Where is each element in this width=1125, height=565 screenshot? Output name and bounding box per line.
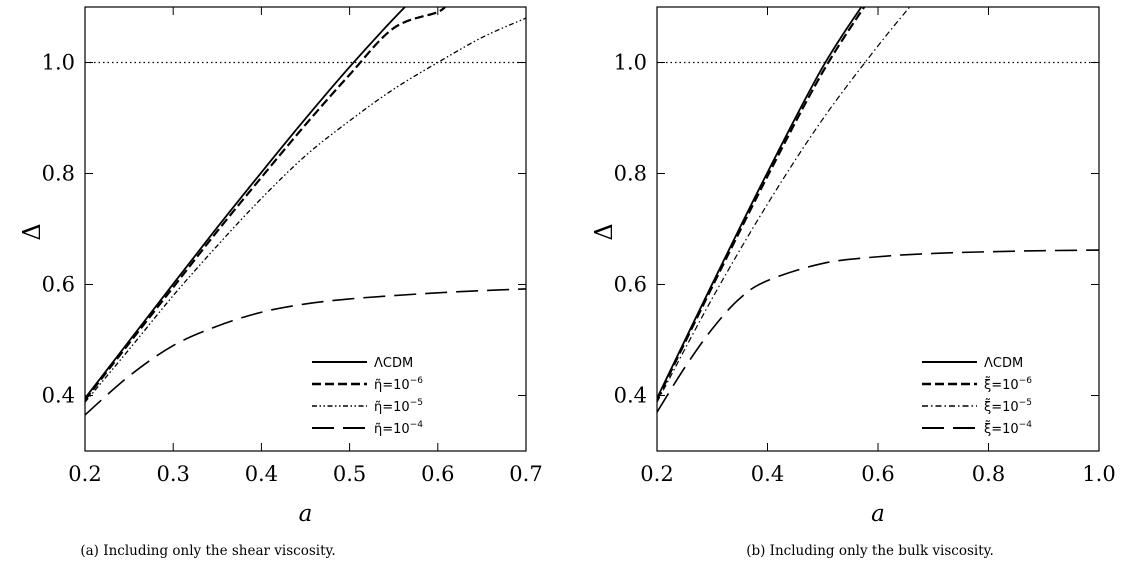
panel-b-bulk-viscosity: 0.2 0.4 0.6 0.8 1.0 0.4 0.6 0.8 1.0 a Δ ΛCDM ξ̃=10−6…	[590, 6, 1116, 559]
series-group	[85, 7, 526, 416]
series-line-0	[657, 7, 863, 399]
panel-a-shear-viscosity: 0.2 0.3 0.4 0.5 0.6 0.7 0.4 0.6 0.8 1.0 a Δ ΛCDM η̃=1…	[18, 6, 543, 559]
x-axis-label: a	[299, 501, 313, 527]
figure-caption: (a) Including only the shear viscosity.	[80, 543, 335, 559]
x-tick-label: 0.3	[156, 462, 189, 486]
x-tick-label: 0.2	[68, 462, 101, 486]
series-line-3	[85, 288, 526, 416]
x-tick-label: 0.8	[972, 462, 1005, 486]
legend-label-3: η̃=10−4	[374, 420, 423, 437]
y-tick-label: 0.8	[614, 162, 647, 186]
legend-label-1: ξ̃=10−6	[984, 376, 1032, 393]
legend: ΛCDM ξ̃=10−6 ξ̃=10−5 ξ̃=10−4	[922, 356, 1032, 437]
legend-label-1: η̃=10−6	[374, 376, 423, 393]
y-tick-label: 0.6	[42, 273, 75, 297]
x-tick-label: 0.6	[421, 462, 454, 486]
x-tick-label: 0.5	[333, 462, 366, 486]
y-tick-label: 1.0	[42, 51, 75, 75]
series-line-1	[657, 7, 866, 401]
series-line-2	[657, 7, 911, 403]
series-line-1	[85, 7, 447, 401]
series-group	[657, 7, 1099, 413]
x-tick-label: 1.0	[1082, 462, 1115, 486]
y-tick-label: 0.8	[42, 162, 75, 186]
plot-frame	[84, 6, 527, 452]
legend: ΛCDM η̃=10−6 η̃=10−5 η̃=10−4	[312, 356, 423, 437]
x-tick-label: 0.6	[861, 462, 894, 486]
figure-caption: (b) Including only the bulk viscosity.	[746, 543, 994, 559]
legend-label-0: ΛCDM	[984, 356, 1023, 371]
x-tick-label: 0.7	[509, 462, 542, 486]
series-line-2	[85, 17, 526, 403]
y-tick-label: 0.4	[42, 384, 75, 408]
x-tick-label: 0.4	[751, 462, 784, 486]
legend-label-3: ξ̃=10−4	[984, 420, 1032, 437]
plot-frame	[656, 6, 1100, 452]
x-tick-label: 0.4	[245, 462, 278, 486]
legend-label-2: η̃=10−5	[374, 398, 423, 415]
legend-label-0: ΛCDM	[374, 356, 413, 371]
y-tick-label: 1.0	[614, 51, 647, 75]
x-axis-label: a	[871, 501, 885, 527]
y-axis-label: Δ	[590, 223, 618, 240]
legend-label-2: ξ̃=10−5	[984, 398, 1032, 415]
y-axis-label: Δ	[18, 223, 46, 240]
series-line-0	[85, 7, 407, 399]
y-tick-label: 0.6	[614, 273, 647, 297]
x-tick-label: 0.2	[640, 462, 673, 486]
series-line-3	[657, 249, 1099, 413]
y-tick-label: 0.4	[614, 384, 647, 408]
